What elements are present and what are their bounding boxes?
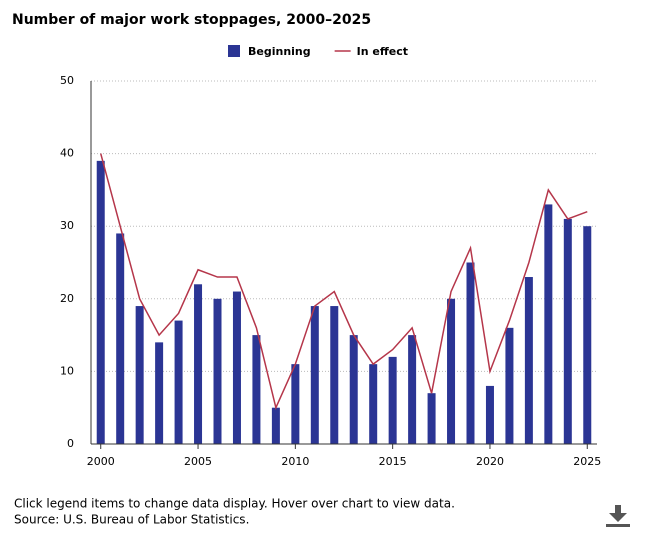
bar — [174, 320, 183, 444]
bar — [485, 385, 494, 444]
bar — [232, 291, 241, 444]
bar — [213, 298, 222, 444]
legend-swatch[interactable] — [228, 45, 240, 57]
bar — [135, 306, 144, 444]
x-tick-label: 2020 — [476, 455, 504, 468]
bar — [505, 327, 514, 444]
bar — [252, 335, 261, 444]
legend-label[interactable]: Beginning — [248, 45, 311, 58]
bar — [349, 335, 358, 444]
y-tick-label: 10 — [60, 364, 74, 377]
bar — [369, 364, 378, 444]
legend-label[interactable]: In effect — [357, 45, 408, 58]
x-tick-label: 2005 — [184, 455, 212, 468]
x-tick-label: 2015 — [379, 455, 407, 468]
bar — [194, 284, 203, 444]
bar — [466, 262, 475, 444]
x-tick-label: 2025 — [573, 455, 601, 468]
note: Source: U.S. Bureau of Labor Statistics. — [14, 513, 249, 527]
note: Click legend items to change data displa… — [14, 497, 455, 511]
bar — [96, 160, 105, 445]
x-tick-label: 2010 — [281, 455, 309, 468]
y-tick-label: 50 — [60, 74, 74, 87]
bar — [583, 226, 592, 444]
bar — [310, 306, 319, 444]
bar — [524, 277, 533, 444]
bar — [388, 356, 397, 444]
bar — [155, 342, 164, 444]
bar — [330, 306, 339, 444]
y-tick-label: 40 — [60, 147, 74, 160]
y-tick-label: 0 — [67, 437, 74, 450]
bar — [408, 335, 417, 444]
chart-title: Number of major work stoppages, 2000–202… — [12, 12, 371, 28]
bar — [447, 298, 456, 444]
line — [100, 153, 588, 411]
bar — [116, 233, 125, 444]
bar — [291, 364, 300, 444]
bar — [427, 393, 436, 444]
x-tick-label: 2000 — [87, 455, 115, 468]
y-tick-label: 20 — [60, 292, 74, 305]
y-tick-label: 30 — [60, 219, 74, 232]
bar — [271, 407, 280, 444]
download-icon[interactable] — [606, 505, 630, 527]
bar — [544, 204, 553, 444]
bar — [563, 218, 572, 444]
